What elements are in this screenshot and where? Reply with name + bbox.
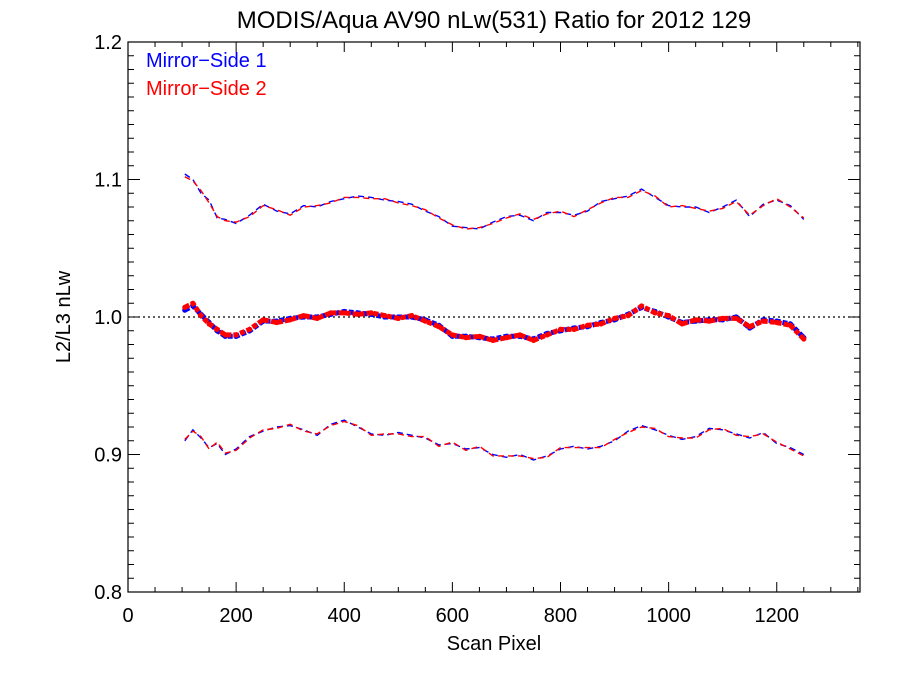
series-2-point — [666, 313, 672, 319]
y-axis-label: L2/L3 nLw — [53, 270, 75, 363]
series-2-point — [476, 333, 482, 339]
series-2-point — [639, 303, 645, 309]
x-tick-label: 0 — [122, 605, 133, 627]
series-2-point — [274, 319, 280, 326]
series-2-upper-line — [184, 176, 805, 230]
series-1-upper-line — [184, 173, 805, 230]
series-2-point — [706, 318, 712, 324]
series-2-point — [584, 322, 591, 328]
chart-title: MODIS/Aqua AV90 nLw(531) Ratio for 2012 … — [237, 7, 752, 34]
series-2-point — [247, 326, 253, 332]
series-2-point — [301, 313, 307, 319]
x-tick-label: 400 — [328, 605, 361, 627]
series-2-point — [490, 337, 496, 343]
legend-entry-1: Mirror−Side 1 — [146, 50, 267, 72]
series-2-lower-line — [184, 420, 805, 460]
series-2-point — [747, 324, 753, 330]
series-2-point — [517, 332, 523, 338]
series-2-point — [198, 313, 204, 319]
series-2-point — [287, 317, 293, 323]
series-1-lower-line — [184, 419, 805, 461]
series-2-point — [182, 304, 188, 310]
series-2-point — [720, 315, 726, 321]
series-2-point — [395, 315, 401, 321]
series-2-point — [530, 337, 537, 343]
series-2-point — [625, 313, 631, 319]
series-2-point — [190, 300, 196, 306]
series-2-point — [544, 332, 550, 338]
series-2-point — [503, 335, 509, 341]
x-tick-label: 800 — [544, 605, 577, 627]
y-tick-label: 1.0 — [94, 307, 122, 329]
series-2-point — [341, 310, 347, 316]
x-tick-label: 200 — [219, 605, 252, 627]
series-2-point — [774, 319, 780, 326]
y-tick-label: 1.1 — [94, 170, 122, 192]
series-2-point — [328, 310, 334, 316]
series-2-point — [612, 315, 618, 321]
series-2-point — [222, 332, 228, 338]
series-2-point — [449, 332, 455, 338]
series-2-point — [260, 317, 266, 323]
x-tick-label: 600 — [436, 605, 469, 627]
series-2-point — [598, 321, 604, 327]
y-tick-label: 1.2 — [94, 32, 122, 54]
series-2-point — [422, 318, 428, 324]
x-axis-label: Scan Pixel — [447, 633, 542, 655]
y-tick-label: 0.8 — [94, 582, 122, 604]
series-2-point — [652, 310, 658, 316]
series-2-point — [760, 318, 766, 324]
series-2-point — [557, 326, 564, 332]
series-2-point — [214, 326, 220, 332]
series-2-point — [693, 317, 699, 323]
y-tick-label: 0.9 — [94, 445, 122, 467]
series-2-point — [436, 324, 442, 330]
series-2-point — [801, 336, 807, 342]
series-2-point — [314, 315, 320, 321]
legend-entry-2: Mirror−Side 2 — [146, 78, 267, 100]
series-2-point — [679, 321, 685, 327]
series-2-point — [571, 326, 577, 332]
series-2-point — [463, 335, 469, 341]
series-2-point — [382, 313, 388, 319]
series-2-point — [355, 311, 361, 317]
axes: 0 200 400 600 800 1000 1200 0.8 0.9 1.0 1.1 1.2 — [94, 32, 860, 627]
x-tick-label: 1000 — [646, 605, 691, 627]
series-2-point — [409, 313, 415, 319]
series-2-point — [733, 315, 739, 321]
series-2-point — [233, 332, 239, 338]
series-2-point — [787, 322, 793, 328]
x-tick-label: 1200 — [754, 605, 799, 627]
series-2-point — [368, 310, 374, 316]
series-2-point — [206, 321, 212, 327]
data-layer — [128, 173, 860, 461]
